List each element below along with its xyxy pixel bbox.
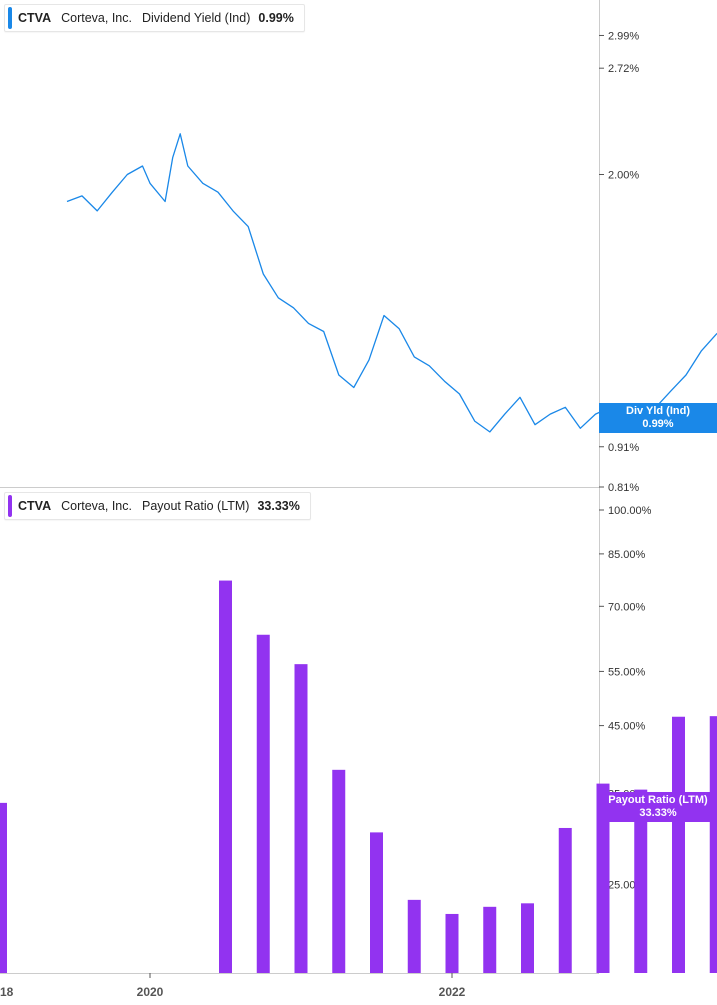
payout-legend-metric: Payout Ratio (LTM) [141, 499, 250, 513]
yield-tick-label: 2.00% [608, 169, 639, 181]
payout-bar [672, 716, 685, 973]
payout-legend-swatch [8, 495, 12, 517]
yield-legend-value: 0.99% [258, 11, 294, 25]
payout-tick-label: 85.00% [608, 549, 646, 561]
payout-bar [596, 783, 610, 973]
payout-bar [558, 827, 572, 973]
x-tick-label: 2020 [137, 985, 164, 999]
payout-legend-company: Corteva, Inc. [61, 499, 132, 513]
x-tick-label: 2022 [439, 985, 466, 999]
yield-tick-label: 2.72% [608, 63, 639, 75]
payout-legend-ticker: CTVA [18, 499, 52, 513]
yield-legend-ticker: CTVA [18, 11, 52, 25]
yield-tag-label: Div Yld (Ind) [626, 404, 690, 417]
payout-tick-label: 100.00% [608, 505, 652, 517]
payout-bar [445, 913, 459, 973]
yield-legend-metric: Dividend Yield (Ind) [141, 11, 251, 25]
payout-bar [332, 769, 346, 973]
payout-tick-label: 45.00% [608, 721, 646, 733]
payout-bar [521, 903, 534, 973]
yield-legend-swatch [8, 7, 12, 29]
payout-tag-label: Payout Ratio (LTM) [608, 793, 708, 806]
payout-bar [483, 906, 497, 973]
payout-bar [709, 716, 717, 973]
yield-tick-label: 0.91% [608, 442, 639, 454]
payout-bar [370, 832, 383, 973]
yield-series-line [66, 133, 717, 433]
yield-tick-label: 0.81% [608, 482, 639, 494]
yield-value-tag: Div Yld (Ind) 0.99% [599, 402, 717, 433]
payout-bar [294, 664, 308, 973]
yield-tick-label: 2.99% [608, 30, 639, 42]
payout-legend: CTVA Corteva, Inc. Payout Ratio (LTM) 33… [4, 492, 311, 520]
yield-legend: CTVA Corteva, Inc. Dividend Yield (Ind) … [4, 4, 305, 32]
payout-bar [407, 899, 421, 973]
payout-value-tag: Payout Ratio (LTM) 33.33% [599, 791, 717, 822]
x-tick-label: 18 [0, 985, 14, 999]
payout-bar [256, 634, 270, 973]
payout-legend-value: 33.33% [257, 499, 300, 513]
payout-bar [0, 802, 7, 973]
yield-tag-value: 0.99% [642, 417, 674, 430]
yield-legend-company: Corteva, Inc. [61, 11, 132, 25]
payout-tick-label: 70.00% [608, 601, 646, 613]
payout-bar [634, 789, 648, 973]
payout-bar [219, 580, 232, 973]
payout-tag-value: 33.33% [639, 806, 677, 819]
payout-tick-label: 55.00% [608, 666, 646, 678]
